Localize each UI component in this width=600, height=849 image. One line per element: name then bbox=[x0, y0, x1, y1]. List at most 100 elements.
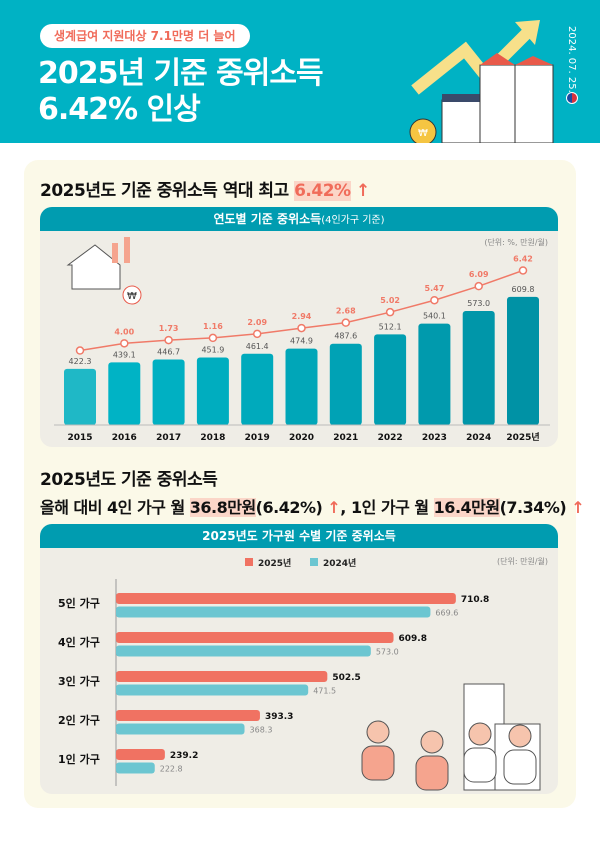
x-tick-label: 2024 bbox=[466, 433, 491, 443]
category-label: 5인 가구 bbox=[58, 596, 100, 610]
rate-label: 1.16 bbox=[203, 322, 223, 331]
family-buildings-illustration bbox=[361, 683, 541, 791]
section1-heading: 2025년도 기준 중위소득 역대 최고 6.42% ↑ bbox=[40, 181, 370, 201]
up-arrow-icon: ↑ bbox=[327, 498, 341, 517]
category-label: 3인 가구 bbox=[58, 674, 100, 688]
section2-heading: 2025년도 기준 중위소득 올해 대비 4인 가구 월 36.8만원(6.42… bbox=[40, 470, 585, 517]
won-coin-icon bbox=[122, 285, 142, 305]
bar-2018 bbox=[196, 357, 229, 425]
bar-value-label: 461.4 bbox=[246, 342, 269, 351]
house-icon bbox=[66, 244, 121, 290]
rate-point bbox=[341, 318, 351, 327]
bar-value-label: 446.7 bbox=[157, 347, 180, 356]
bar-2020 bbox=[285, 348, 318, 425]
bar-2025년-2인 가구 bbox=[116, 710, 260, 721]
up-arrow-icon: ↑ bbox=[571, 498, 585, 517]
x-tick-label: 2015 bbox=[67, 433, 92, 443]
household-income-chart-card: 2025년도 가구원 수별 기준 중위소득 (단위: 만원/월) 2025년 20… bbox=[40, 524, 558, 794]
rate-point bbox=[518, 266, 528, 275]
title-line-2: 6.42% 인상 bbox=[38, 92, 201, 127]
rate-label: 5.02 bbox=[380, 296, 400, 305]
bar-value-label: 487.6 bbox=[334, 332, 357, 341]
category-label: 1인 가구 bbox=[58, 752, 100, 766]
rate-point bbox=[164, 335, 173, 345]
bar-2025년-4인 가구 bbox=[116, 632, 394, 643]
chart2-title: 2025년도 가구원 수별 기준 중위소득 bbox=[40, 524, 558, 548]
rate-point bbox=[252, 329, 262, 339]
rate-label: 2.68 bbox=[336, 307, 356, 316]
rate-label: 1.73 bbox=[159, 324, 179, 333]
bar-2017 bbox=[152, 359, 185, 425]
rate-point bbox=[474, 281, 483, 291]
highlight-rate: 6.42% bbox=[294, 181, 351, 201]
person-head-icon bbox=[366, 720, 390, 744]
up-arrow-icon bbox=[112, 243, 118, 263]
bar-2024년-2인 가구 bbox=[116, 723, 245, 735]
bar-value-label: 710.8 bbox=[461, 595, 489, 605]
bar-value-label: 474.9 bbox=[290, 337, 313, 346]
rising-arrow-buildings-illustration: ₩ bbox=[409, 20, 554, 143]
yearly-income-chart-card: 연도별 기준 중위소득(4인가구 기준) (단위: %, 만원/월) 422.3… bbox=[40, 207, 558, 447]
x-tick-label: 2023 bbox=[422, 433, 447, 443]
rate-point bbox=[120, 339, 129, 348]
rate-label: 6.09 bbox=[469, 270, 489, 279]
bar-value-label: 451.9 bbox=[201, 345, 224, 354]
x-tick-label: 2025년 bbox=[506, 431, 539, 443]
rate-point bbox=[385, 307, 395, 317]
person-head-icon bbox=[468, 722, 492, 746]
bar-2016 bbox=[108, 362, 141, 425]
subtitle-badge: 생계급여 지원대상 7.1만명 더 늘어 bbox=[40, 24, 250, 48]
chart1-unit: (단위: %, 만원/월) bbox=[484, 238, 548, 247]
legend-swatch bbox=[245, 558, 253, 566]
bar-value-label: 502.5 bbox=[332, 673, 360, 683]
title-line-1: 2025년 기준 중위소득 bbox=[38, 56, 324, 91]
person-body-icon bbox=[463, 747, 497, 783]
rate-label: 4.00 bbox=[114, 327, 134, 336]
page-title: 2025년 기준 중위소득 6.42% 인상 bbox=[38, 56, 324, 128]
up-arrow-icon bbox=[124, 237, 130, 263]
legend-swatch bbox=[310, 558, 318, 566]
bar-value-label: 439.1 bbox=[113, 350, 136, 359]
x-tick-label: 2018 bbox=[200, 433, 225, 443]
bar-value-label: 573.0 bbox=[376, 648, 399, 657]
bar-value-label: 222.8 bbox=[160, 765, 183, 774]
rate-point bbox=[297, 323, 306, 333]
yearly-income-chart: 422.3 2015 439.1 2016 446.7 2017 451.9 2018 461.… bbox=[54, 237, 550, 443]
bar-value-label: 393.3 bbox=[265, 712, 293, 722]
rate-label: 5.47 bbox=[425, 284, 445, 293]
bar-2025년-5인 가구 bbox=[116, 593, 456, 604]
legend-label: 2024년 bbox=[323, 557, 356, 569]
bar-2024년-1인 가구 bbox=[116, 762, 155, 774]
bar-2025년 bbox=[507, 296, 539, 425]
rate-point bbox=[208, 333, 218, 343]
rate-point bbox=[430, 295, 439, 305]
person-body-icon bbox=[415, 755, 449, 791]
x-tick-label: 2021 bbox=[333, 433, 358, 443]
bar-2025년-1인 가구 bbox=[116, 749, 165, 760]
bar-2023 bbox=[418, 323, 451, 425]
bar-value-label: 512.1 bbox=[379, 322, 402, 331]
up-arrow-icon: ↑ bbox=[356, 181, 370, 201]
bar-2024년-3인 가구 bbox=[116, 684, 309, 696]
svg-text:₩: ₩ bbox=[418, 128, 428, 139]
person-head-icon bbox=[508, 724, 532, 748]
x-tick-label: 2019 bbox=[245, 433, 270, 443]
publish-date: 2024. 07. 25. bbox=[566, 26, 577, 93]
category-label: 4인 가구 bbox=[58, 635, 100, 649]
rate-label: 2.09 bbox=[247, 318, 267, 327]
x-tick-label: 2020 bbox=[289, 433, 314, 443]
header-banner: 생계급여 지원대상 7.1만명 더 늘어 2025년 기준 중위소득 6.42%… bbox=[0, 0, 600, 143]
x-tick-label: 2017 bbox=[156, 433, 181, 443]
house-money-icon: ₩ bbox=[66, 237, 142, 305]
person-head-icon bbox=[420, 730, 444, 754]
bar-value-label: 368.3 bbox=[250, 726, 273, 735]
bar-2021 bbox=[329, 343, 362, 425]
bar-value-label: 609.8 bbox=[399, 634, 427, 644]
bar-value-label: 573.0 bbox=[467, 299, 490, 308]
bar-value-label: 471.5 bbox=[313, 687, 336, 696]
x-tick-label: 2022 bbox=[378, 433, 403, 443]
ministry-logo bbox=[566, 92, 578, 104]
bar-2024년-5인 가구 bbox=[116, 606, 431, 618]
rate-point bbox=[75, 346, 85, 355]
